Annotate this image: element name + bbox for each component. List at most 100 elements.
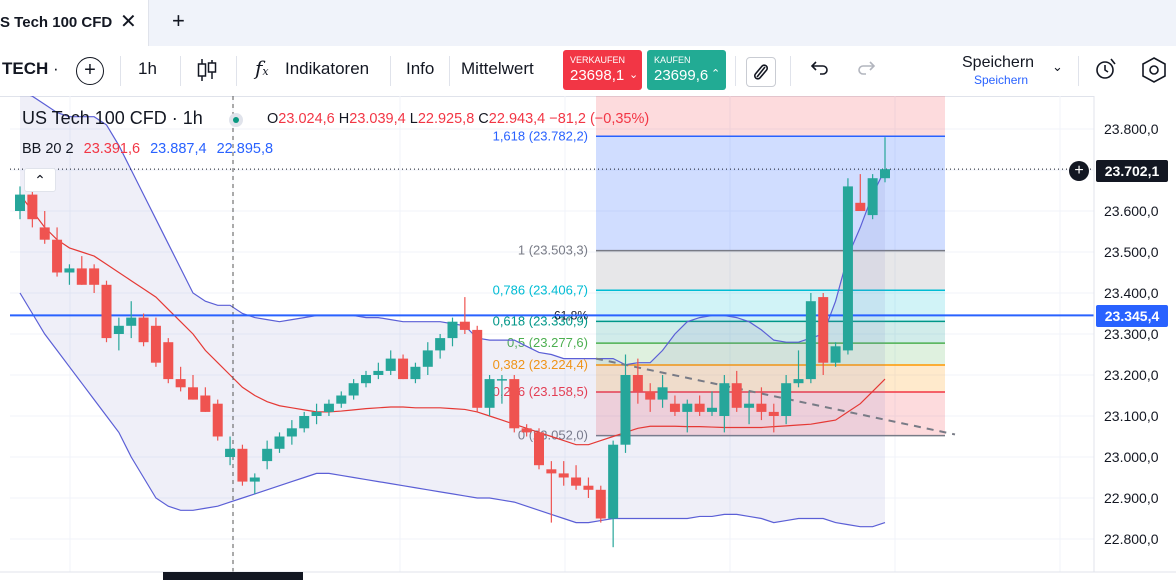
candle-body	[521, 428, 532, 433]
candle-body	[113, 325, 124, 334]
indicators-button[interactable]: Indikatoren	[285, 59, 370, 78]
price-axis-tick: 23.300,0	[1104, 326, 1159, 342]
fib-level-label: 0,786 (23.406,7)	[493, 282, 588, 297]
divider	[236, 56, 237, 86]
save-button[interactable]: Speichern	[962, 54, 1035, 71]
divider	[180, 56, 181, 86]
bollinger-legend[interactable]: BB 20 2 23.391,6 23.887,4 22.895,8	[22, 141, 273, 157]
indicators-icon[interactable]: fx	[255, 56, 269, 80]
close-value: 22.943,4	[488, 111, 546, 127]
divider	[449, 56, 450, 86]
close-label: C	[478, 111, 489, 127]
bollinger-fill	[20, 96, 885, 527]
sell-label: VERKAUFEN	[570, 55, 626, 65]
tab-bar: S Tech 100 CFD ✕ +	[0, 0, 1176, 47]
candle-body	[509, 379, 520, 429]
timeline-scroll-handle[interactable]	[163, 572, 303, 580]
candle-body	[756, 403, 767, 412]
change-value: −81,2 (−0,35%)	[549, 111, 650, 127]
symbol-suffix: ·	[53, 59, 59, 78]
candle-body	[76, 268, 87, 285]
ohlc-values: O23.024,6 H23.039,4 L22.925,8 C22.943,4 …	[267, 111, 649, 127]
candle-body	[571, 477, 582, 486]
sell-button[interactable]: VERKAUFEN 23698,1 ⌄	[563, 50, 642, 90]
price-axis-tick: 23.800,0	[1104, 121, 1159, 137]
candle-body	[311, 411, 322, 416]
candle-body	[534, 432, 544, 466]
chevron-down-icon[interactable]: ⌄	[1052, 59, 1063, 74]
symbol-search-button[interactable]: TECH ·	[2, 59, 59, 79]
candle-body	[373, 370, 384, 375]
redo-icon[interactable]	[856, 57, 878, 84]
candle-body	[225, 448, 236, 457]
candle-body	[361, 375, 371, 384]
candle-body	[694, 403, 705, 412]
fib-level-label: 0,382 (23.224,4)	[493, 357, 588, 372]
divider	[120, 56, 121, 86]
buy-label: KAUFEN	[654, 55, 691, 65]
link-icon[interactable]	[746, 57, 776, 87]
hline-price-tag: 23.345,4	[1096, 305, 1168, 327]
fib-level-label: 1,618 (23.782,2)	[493, 128, 588, 143]
fib-zone-top	[596, 96, 945, 137]
add-symbol-icon[interactable]: +	[76, 57, 104, 85]
fib-zone	[596, 136, 945, 251]
candle-body	[237, 448, 248, 482]
candle-body	[336, 395, 347, 404]
divider	[790, 56, 791, 86]
bollinger-basis-line	[19, 194, 886, 446]
interval-button[interactable]: 1h	[138, 59, 157, 78]
price-axis-tick: 22.800,0	[1104, 531, 1159, 547]
tab-title: S Tech 100 CFD	[0, 14, 113, 31]
collapse-legend-button[interactable]: ⌃	[24, 168, 56, 192]
price-axis-tick: 23.600,0	[1104, 203, 1159, 219]
candle-body	[805, 301, 816, 380]
candle-body	[150, 325, 161, 363]
candle-body	[398, 358, 409, 380]
mittelwert-button[interactable]: Mittelwert	[461, 59, 534, 78]
low-label: L	[409, 111, 418, 127]
candle-body	[435, 338, 446, 351]
candle-body	[719, 383, 730, 416]
candle-body	[608, 444, 619, 519]
chevron-down-icon: ⌄	[629, 69, 639, 81]
candle-body	[595, 489, 606, 519]
settings-icon[interactable]	[1140, 56, 1168, 89]
fib-zone	[596, 364, 945, 393]
trend-line	[595, 357, 956, 436]
candle-body	[286, 428, 297, 437]
symbol-label: TECH	[2, 59, 49, 78]
undo-icon[interactable]	[808, 57, 830, 84]
candle-body	[385, 358, 396, 371]
candle-body	[583, 485, 594, 490]
symbol-title: US Tech 100 CFD · 1h	[22, 108, 203, 128]
candle-body	[89, 268, 100, 285]
candle-body	[52, 239, 63, 273]
close-icon[interactable]: ✕	[120, 11, 137, 33]
candle-body	[855, 202, 866, 211]
save-sub-label: Speichern	[974, 73, 1029, 87]
buy-button[interactable]: KAUFEN 23699,6 ⌃	[647, 50, 726, 90]
bollinger-lower-value: 22.895,8	[216, 141, 274, 157]
candle-body	[27, 194, 38, 220]
open-label: O	[267, 111, 279, 127]
price-axis-tick: 23.100,0	[1104, 408, 1159, 424]
candle-body	[842, 186, 853, 351]
tab-active[interactable]: S Tech 100 CFD ✕	[0, 0, 149, 46]
fib-level-label: 0,618 (23.330,9)	[493, 313, 588, 328]
candle-body	[249, 477, 260, 482]
candle-body	[472, 329, 483, 408]
fib-zone	[596, 250, 945, 291]
candle-body	[496, 379, 507, 381]
price-axis-tick: 22.900,0	[1104, 490, 1159, 506]
sell-price: 23698,1	[570, 67, 625, 84]
alert-icon[interactable]	[1094, 56, 1120, 87]
add-tab-icon[interactable]: +	[172, 8, 185, 33]
candle-body	[323, 403, 334, 412]
price-chart[interactable]: 1,618 (23.782,2) 1 (23.503,3) 0,786 (23.40…	[0, 96, 1176, 580]
info-button[interactable]: Info	[406, 59, 435, 78]
candle-body	[744, 403, 755, 408]
candle-body	[64, 268, 75, 273]
add-price-alert-icon[interactable]: +	[1069, 161, 1089, 181]
candlestick-icon[interactable]	[196, 57, 218, 88]
